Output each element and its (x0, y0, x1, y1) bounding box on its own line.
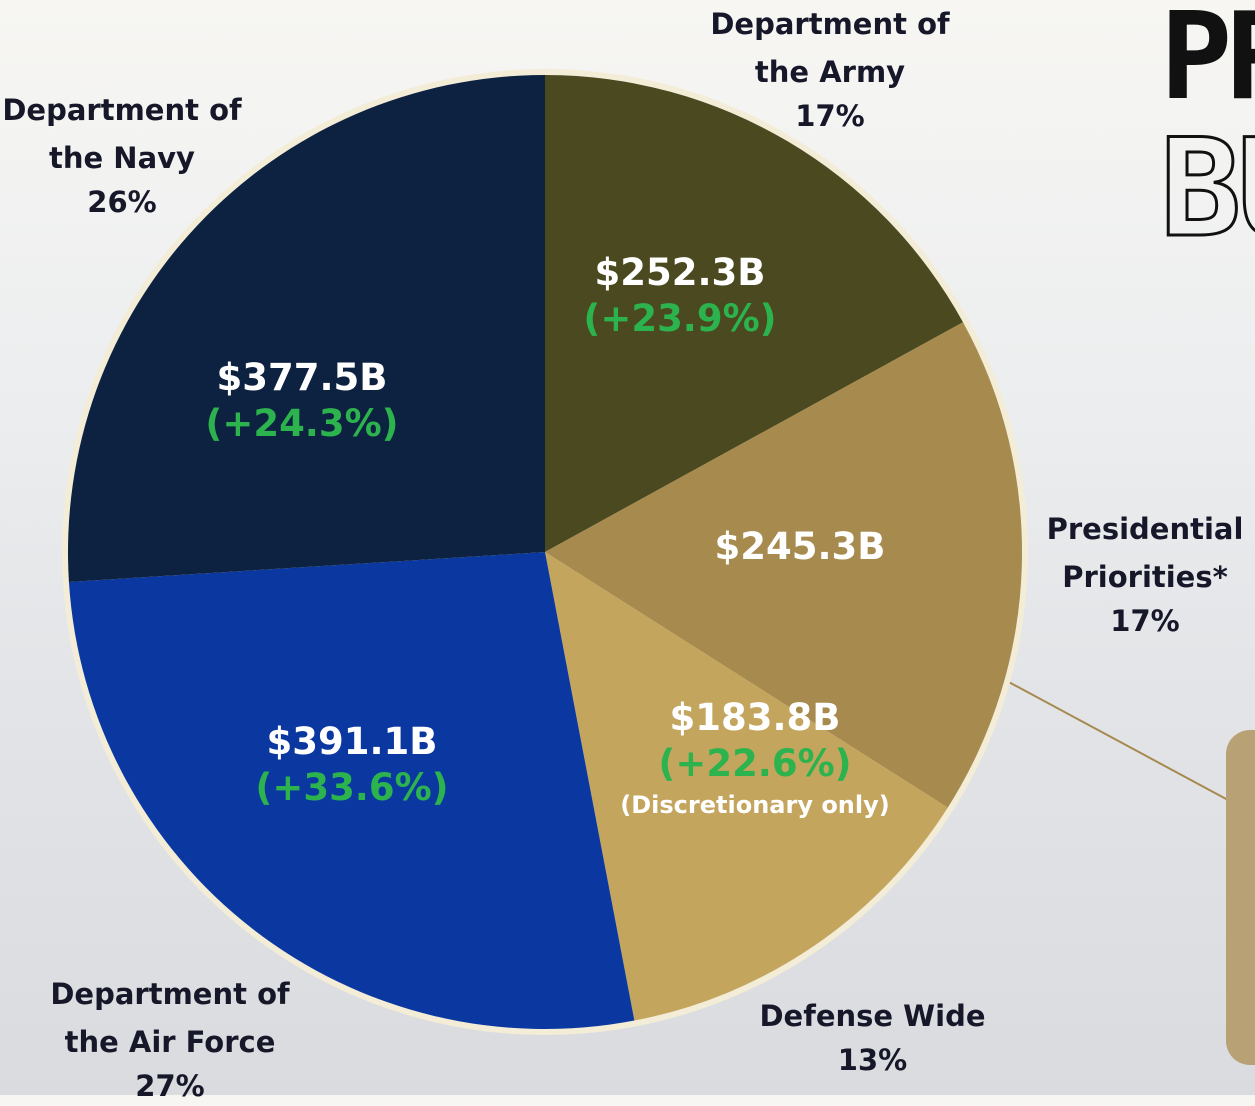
slice-label: $183.8B (+22.6%) (Discretionary only) (620, 695, 889, 823)
budget-label: $183.8B (669, 696, 841, 739)
note-label: (Discretionary only) (620, 791, 890, 819)
info-box (1226, 730, 1255, 1065)
budget-label: $377.5B (216, 356, 388, 399)
budget-label: $245.3B (714, 525, 886, 568)
value-label: 17% (795, 99, 865, 133)
leader-line (1004, 679, 1229, 801)
category-name: Department of the Army (710, 7, 950, 89)
value-label: 27% (135, 1069, 205, 1103)
title-fragment: PR (1160, 0, 1255, 127)
pie-slice (68, 552, 635, 1029)
slice-label: $377.5B (+24.3%) (205, 355, 398, 447)
slice-label: $252.3B (+23.9%) (583, 250, 776, 342)
slice-label: $391.1B (+33.6%) (255, 719, 448, 811)
category-name: Department of the Air Force (50, 977, 290, 1059)
slice-label: $245.3B (715, 524, 886, 570)
change-label: (+22.6%) (658, 742, 852, 785)
subtitle-fragment: BU (1159, 109, 1255, 269)
pie-slice (545, 75, 963, 552)
category-name: Defense Wide (759, 999, 986, 1033)
pie-slice (545, 322, 1022, 808)
category-label: Department of the Army 17% (710, 0, 950, 136)
category-label: Department of the Air Force 27% (30, 970, 310, 1106)
value-label: 17% (1110, 604, 1180, 638)
value-label: 26% (87, 185, 157, 219)
change-label: (+23.9%) (583, 297, 777, 340)
category-name: Department of the Navy (2, 93, 242, 175)
pie-slice (67, 75, 545, 582)
change-label: (+33.6%) (255, 766, 449, 809)
budget-label: $252.3B (594, 251, 766, 294)
category-label: Presidential Priorities* 17% (1030, 505, 1255, 641)
budget-label: $391.1B (266, 720, 438, 763)
category-name: Presidential Priorities* (1046, 512, 1244, 594)
pie-slice (545, 552, 948, 1021)
value-label: 13% (837, 1043, 908, 1077)
category-label: Department of the Navy 26% (2, 86, 242, 222)
category-label: Defense Wide 13% (740, 992, 1005, 1080)
change-label: (+24.3%) (205, 402, 399, 445)
pie (67, 75, 1022, 1029)
